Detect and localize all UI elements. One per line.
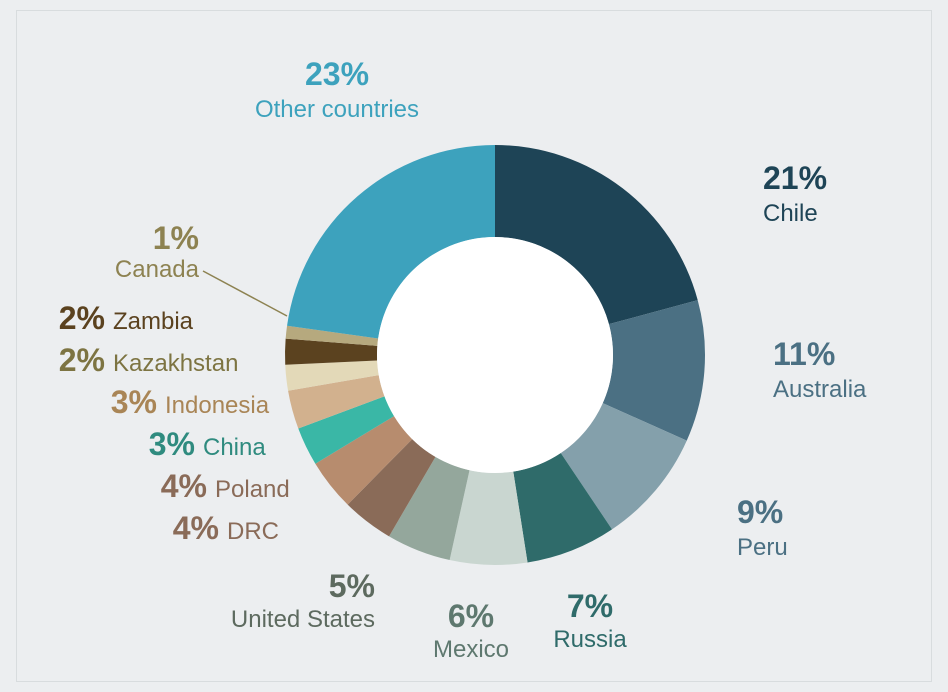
slice-percent: 9%: [737, 494, 783, 530]
slice-percent: 3%: [111, 384, 157, 420]
slice-percent: 4%: [173, 510, 219, 546]
slice-label: Mexico: [433, 636, 509, 663]
slice-percent: 4%: [161, 468, 207, 504]
slice-label: Zambia: [113, 308, 194, 335]
slice-percent: 6%: [448, 598, 494, 634]
slice-label: China: [203, 434, 266, 461]
donut-hole: [377, 237, 613, 473]
slice-percent: 21%: [763, 160, 827, 196]
slice-label: DRC: [227, 518, 279, 545]
slice-label: Peru: [737, 534, 788, 561]
slice-percent: 11%: [773, 336, 835, 372]
slice-label: Chile: [763, 200, 818, 227]
slice-percent: 2%: [59, 300, 105, 336]
slice-label: Indonesia: [165, 392, 270, 419]
slice-label: Kazakhstan: [113, 350, 238, 377]
leader-line: [203, 271, 287, 316]
slice-label: Australia: [773, 376, 867, 403]
slice-label: United States: [231, 606, 375, 633]
slice-label: Russia: [553, 626, 627, 653]
slice-percent: 7%: [567, 588, 613, 624]
donut-chart: 21% Chile 11% Australia 9% Peru 7%Russia 6%Mexi…: [17, 11, 933, 683]
slice-label: Poland: [215, 476, 290, 503]
slice-percent: 2%: [59, 342, 105, 378]
slice-percent: 1%: [153, 220, 199, 256]
slice-label: Canada: [115, 256, 200, 283]
slice-label: Other countries: [255, 96, 419, 123]
slice-percent: 5%: [329, 568, 375, 604]
slice-percent: 3%: [149, 426, 195, 462]
slice-percent: 23%: [305, 56, 369, 92]
chart-card: 21% Chile 11% Australia 9% Peru 7%Russia 6%Mexi…: [16, 10, 932, 682]
